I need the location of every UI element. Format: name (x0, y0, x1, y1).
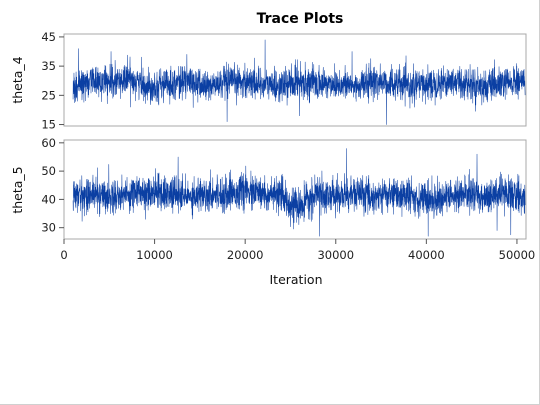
theta-5-y-label: theta_5 (10, 166, 25, 213)
theta-4-y-label: theta_4 (10, 56, 25, 103)
panel-theta-4-frame (63, 33, 527, 127)
panel-theta-4: 15 25 35 45 theta_4 (10, 30, 527, 132)
panel-theta-5-y-axis: 30 40 50 60 (41, 136, 64, 235)
x-tick-label: 30000 (317, 248, 354, 262)
y-tick-label: 35 (41, 59, 56, 73)
x-axis-label: Iteration (269, 272, 322, 287)
panel-theta-4-y-axis: 15 25 35 45 (41, 30, 64, 132)
y-tick-label: 50 (41, 164, 56, 178)
chart-title: Trace Plots (257, 11, 344, 27)
panel-theta-5-frame (63, 139, 527, 240)
y-tick-label: 15 (41, 118, 56, 132)
y-tick-label: 60 (41, 136, 56, 150)
y-tick-label: 45 (41, 30, 56, 44)
y-tick-label: 30 (41, 221, 56, 235)
panel-theta-5: 30 40 50 60 theta_5 (10, 136, 527, 240)
theta-5-trace-line (72, 148, 526, 237)
x-tick-label: 20000 (227, 248, 264, 262)
theta-4-trace-line (72, 39, 526, 125)
x-tick-label: 40000 (408, 248, 445, 262)
y-tick-label: 40 (41, 192, 56, 206)
x-tick-label: 0 (60, 248, 67, 262)
y-tick-label: 25 (41, 88, 56, 102)
x-axis: 0 10000 20000 30000 40000 50000 (60, 239, 535, 262)
x-tick-label: 50000 (499, 248, 536, 262)
x-tick-label: 10000 (136, 248, 173, 262)
